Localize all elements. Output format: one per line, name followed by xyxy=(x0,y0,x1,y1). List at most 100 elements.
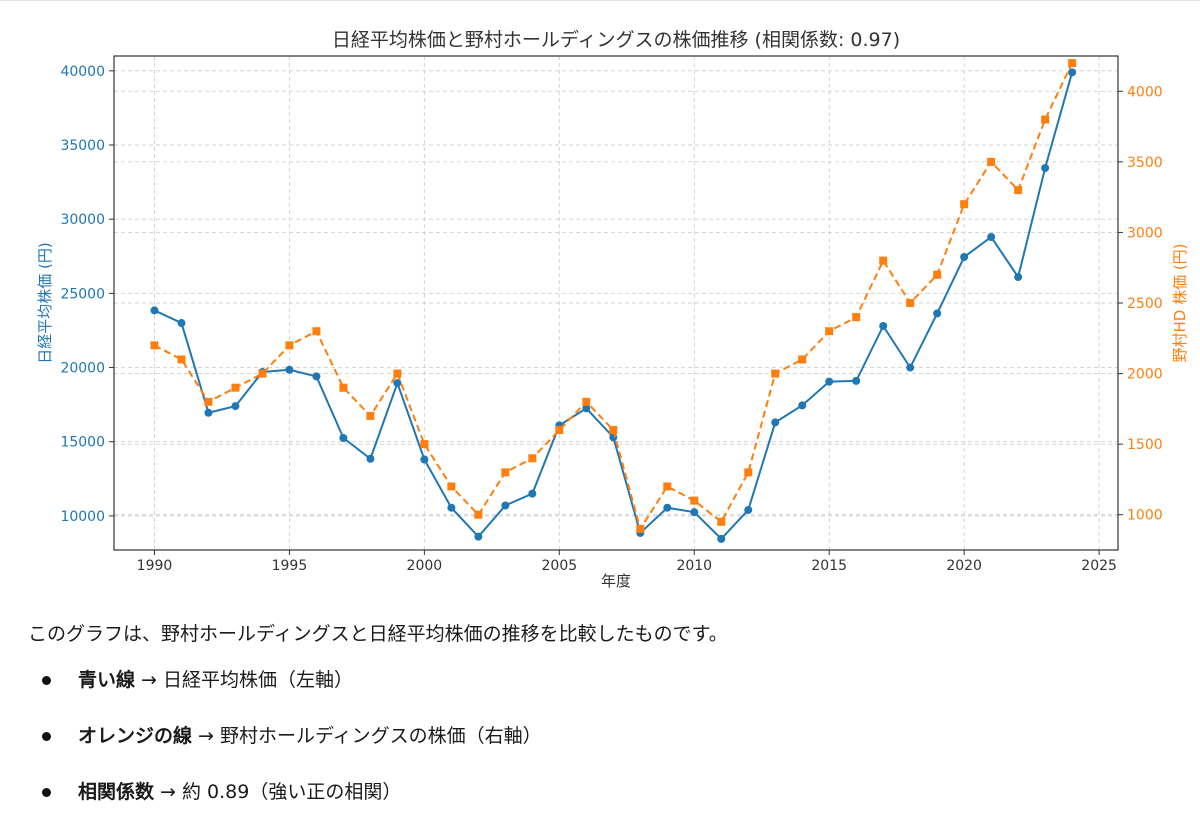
x-tick-label: 1995 xyxy=(272,558,308,574)
bullet-term: オレンジの線 xyxy=(78,725,193,747)
bullet-text: → 野村ホールディングスの株価（右軸） xyxy=(192,725,542,747)
chart-title: 日経平均株価と野村ホールディングスの株価推移 (相関係数: 0.97) xyxy=(332,29,900,51)
data-point-left xyxy=(177,319,186,328)
data-point-right xyxy=(231,383,240,392)
data-point-left xyxy=(393,379,402,388)
bullet-dot-icon xyxy=(42,788,51,797)
data-point-right xyxy=(744,468,753,477)
data-point-left xyxy=(690,508,699,517)
data-point-left xyxy=(663,503,672,512)
data-point-left xyxy=(609,433,618,442)
data-point-right xyxy=(825,327,834,336)
series-layer xyxy=(150,59,1077,543)
data-point-left xyxy=(879,321,888,330)
data-point-right xyxy=(663,482,672,491)
data-point-right xyxy=(555,426,564,435)
data-point-right xyxy=(204,397,213,406)
data-point-right xyxy=(150,341,159,350)
y-tick-label-right: 2500 xyxy=(1127,296,1163,312)
x-axis-label: 年度 xyxy=(601,572,631,590)
bullet-text: → 約 0.89（強い正の相関） xyxy=(154,781,402,803)
data-point-left xyxy=(231,402,240,411)
data-point-left xyxy=(852,376,861,385)
data-point-right xyxy=(717,517,726,526)
x-tick-label: 2000 xyxy=(407,558,443,574)
data-point-left xyxy=(447,503,456,512)
data-point-right xyxy=(393,369,402,378)
data-point-left xyxy=(1014,273,1023,282)
data-point-left xyxy=(1068,68,1077,77)
x-tick-label: 2020 xyxy=(946,558,982,574)
data-point-right xyxy=(339,383,348,392)
data-point-left xyxy=(150,306,159,315)
chart-container: 日経平均株価と野村ホールディングスの株価推移 (相関係数: 0.97) 1990… xyxy=(0,2,1200,598)
summary-bullets: 青い線 → 日経平均株価（左軸） オレンジの線 → 野村ホールディングスの株価（… xyxy=(28,664,1178,808)
data-point-left xyxy=(960,253,969,262)
data-point-left xyxy=(771,418,780,427)
bullet-text: → 日経平均株価（左軸） xyxy=(135,669,354,691)
data-point-left xyxy=(987,232,996,241)
data-point-right xyxy=(501,468,510,477)
x-tick-label: 2010 xyxy=(676,558,712,574)
y-tick-label-right: 2000 xyxy=(1127,367,1163,383)
data-point-right xyxy=(258,369,267,378)
y-tick-label-right: 1500 xyxy=(1127,437,1163,453)
summary-section: このグラフは、野村ホールディングスと日経平均株価の推移を比較したものです。 青い… xyxy=(28,618,1178,832)
data-point-right xyxy=(474,510,483,519)
data-point-left xyxy=(285,365,294,374)
data-point-left xyxy=(528,489,537,498)
x-tick-label: 2005 xyxy=(542,558,578,574)
y-tick-label-left: 10000 xyxy=(60,509,105,525)
bullet-term: 青い線 xyxy=(78,669,136,691)
x-tick-label: 1990 xyxy=(137,558,173,574)
y-axis-label-left: 日経平均株価 (円) xyxy=(36,242,54,363)
data-point-right xyxy=(582,397,591,406)
bullet-orange-line: オレンジの線 → 野村ホールディングスの株価（右軸） xyxy=(28,720,1178,752)
data-point-left xyxy=(933,309,942,318)
data-point-right xyxy=(285,341,294,350)
series-line-left xyxy=(154,72,1074,541)
data-point-right xyxy=(528,454,537,463)
bullet-correlation: 相関係数 → 約 0.89（強い正の相関） xyxy=(28,776,1178,808)
data-point-left xyxy=(204,408,213,417)
data-point-left xyxy=(717,534,726,543)
y-axis-label-right: 野村HD 株価 (円) xyxy=(1171,243,1189,362)
data-point-right xyxy=(906,299,915,307)
y-tick-label-right: 3500 xyxy=(1127,155,1163,171)
grid-layer xyxy=(114,56,1118,550)
data-point-left xyxy=(744,505,753,514)
y-tick-label-left: 30000 xyxy=(60,212,105,228)
data-point-left xyxy=(366,454,375,463)
y-tick-label-right: 4000 xyxy=(1127,84,1163,100)
data-point-left xyxy=(312,372,321,381)
y-tick-label-left: 35000 xyxy=(60,138,105,154)
data-point-left xyxy=(339,433,348,442)
data-point-left xyxy=(582,404,591,413)
ticks-layer: 1990 1995 2000 2005 2010 2015 2020 2025 10000 150… xyxy=(60,64,1162,574)
data-point-right xyxy=(852,313,861,322)
data-point-left xyxy=(798,401,807,410)
data-point-right xyxy=(636,524,645,533)
x-tick-label: 2015 xyxy=(811,558,847,574)
data-point-right xyxy=(447,482,456,491)
data-point-right xyxy=(1014,186,1023,195)
y-tick-label-left: 40000 xyxy=(60,64,105,80)
series-line-right xyxy=(154,62,1074,532)
data-point-right xyxy=(1041,115,1050,124)
data-point-left xyxy=(1041,164,1050,173)
data-point-right xyxy=(771,369,780,378)
data-point-right xyxy=(609,426,618,435)
y-tick-label-left: 20000 xyxy=(60,361,105,377)
data-point-left xyxy=(825,377,834,386)
y-tick-label-right: 3000 xyxy=(1127,225,1163,241)
summary-intro: このグラフは、野村ホールディングスと日経平均株価の推移を比較したものです。 xyxy=(28,623,728,645)
data-point-right xyxy=(798,355,807,364)
y-tick-label-left: 25000 xyxy=(60,286,105,302)
bullet-dot-icon xyxy=(42,732,51,741)
chart-svg: 日経平均株価と野村ホールディングスの株価推移 (相関係数: 0.97) 1990… xyxy=(36,29,1189,590)
data-point-right xyxy=(960,200,969,209)
data-point-right xyxy=(366,411,375,420)
data-point-right xyxy=(879,256,888,265)
x-tick-label: 2025 xyxy=(1081,558,1117,574)
bullet-term: 相関係数 xyxy=(78,781,155,803)
